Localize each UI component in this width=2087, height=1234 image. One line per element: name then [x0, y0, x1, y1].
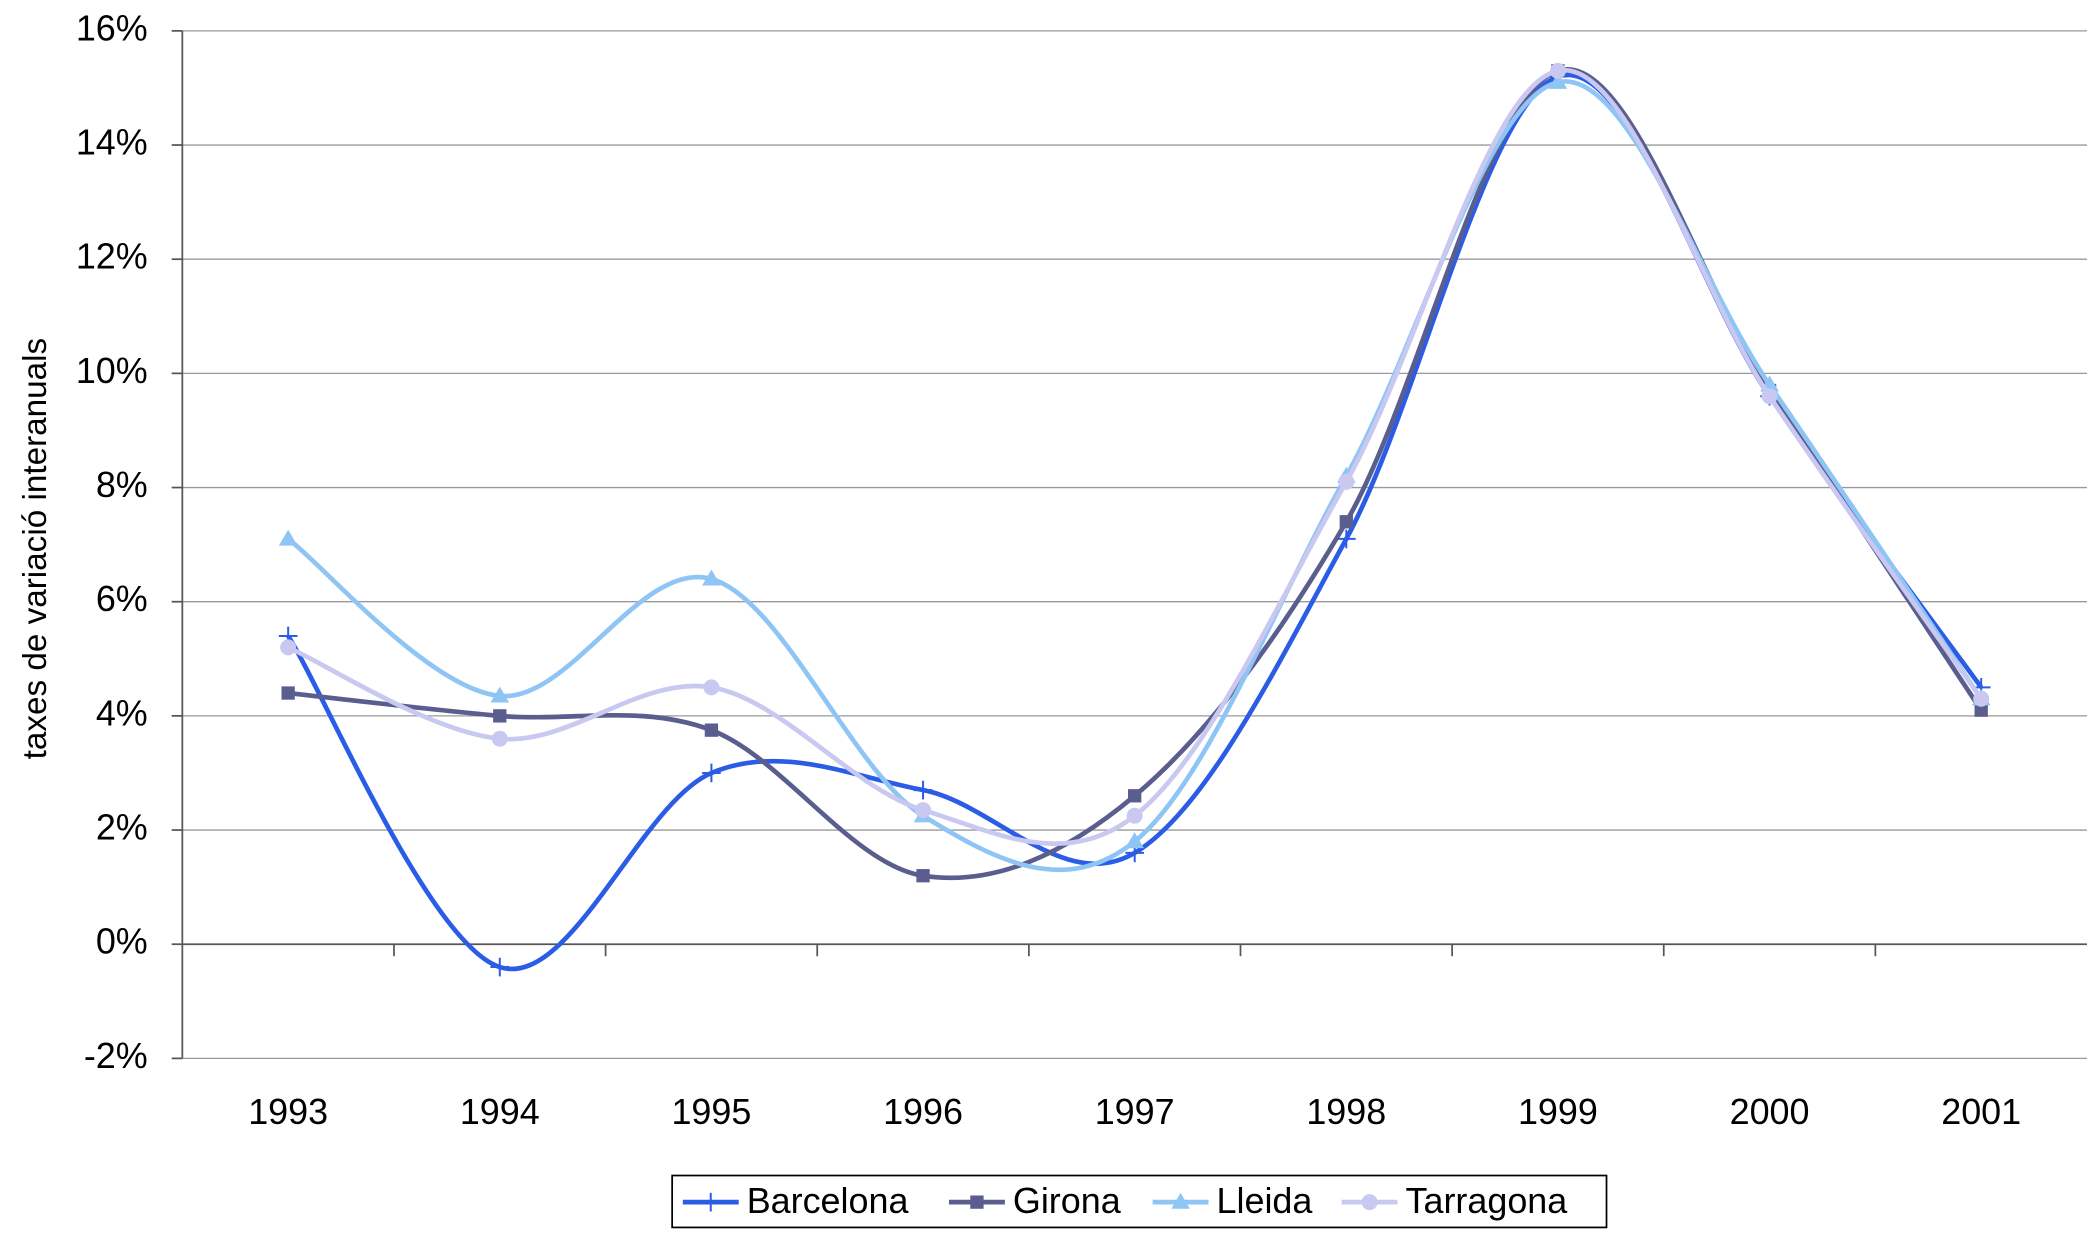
x-tick-label: 2001 [1941, 1091, 2021, 1132]
legend-label: Tarragona [1406, 1180, 1568, 1221]
marker [1126, 807, 1143, 824]
marker [703, 679, 720, 696]
x-tick-label: 1998 [1306, 1091, 1386, 1132]
marker [702, 569, 721, 586]
marker [1361, 1194, 1378, 1211]
marker [280, 639, 297, 656]
y-tick-label: 12% [76, 236, 148, 277]
y-tick-label: 16% [76, 7, 148, 48]
marker [1128, 789, 1142, 803]
marker [916, 869, 930, 883]
marker [913, 780, 933, 800]
y-tick-label: 4% [96, 692, 148, 733]
marker [1125, 832, 1144, 849]
y-tick-label: -2% [84, 1035, 148, 1076]
y-tick-label: 2% [96, 807, 148, 848]
marker [701, 1192, 721, 1212]
legend-label: Lleida [1217, 1180, 1313, 1221]
series-line [286, 79, 1984, 873]
series-line [287, 68, 1984, 846]
y-tick-label: 6% [96, 578, 148, 619]
marker [1339, 515, 1353, 529]
marker [1761, 388, 1778, 405]
x-tick-label: 1996 [883, 1091, 963, 1132]
y-tick-label: 10% [76, 350, 148, 391]
legend-label: Barcelona [747, 1180, 909, 1221]
marker [1974, 703, 1988, 717]
marker [490, 957, 510, 977]
marker [915, 802, 932, 819]
marker [1171, 1192, 1190, 1209]
y-tick-label: 8% [96, 464, 148, 505]
marker [1549, 62, 1566, 79]
marker [970, 1195, 984, 1209]
marker [491, 730, 508, 747]
x-tick-label: 1994 [460, 1091, 540, 1132]
marker [1548, 72, 1568, 89]
series-line [287, 67, 1984, 881]
marker [278, 529, 298, 546]
marker [281, 686, 295, 700]
x-tick-label: 1997 [1095, 1091, 1175, 1132]
x-tick-label: 1999 [1518, 1091, 1598, 1132]
y-tick-label: 0% [96, 921, 148, 962]
legend-label: Girona [1013, 1180, 1121, 1221]
legend-box [671, 1174, 1608, 1229]
marker [702, 763, 721, 783]
marker [1338, 473, 1355, 490]
marker [1973, 690, 1990, 707]
marker [704, 723, 719, 737]
x-tick-label: 1995 [671, 1091, 751, 1132]
marker [1336, 529, 1356, 549]
y-tick-label: 14% [76, 122, 148, 163]
marker [490, 686, 510, 703]
y-axis-label: taxes de variació interanuals [17, 338, 54, 760]
x-tick-label: 1993 [248, 1091, 328, 1132]
x-tick-label: 2000 [1730, 1091, 1810, 1132]
marker [493, 709, 507, 723]
